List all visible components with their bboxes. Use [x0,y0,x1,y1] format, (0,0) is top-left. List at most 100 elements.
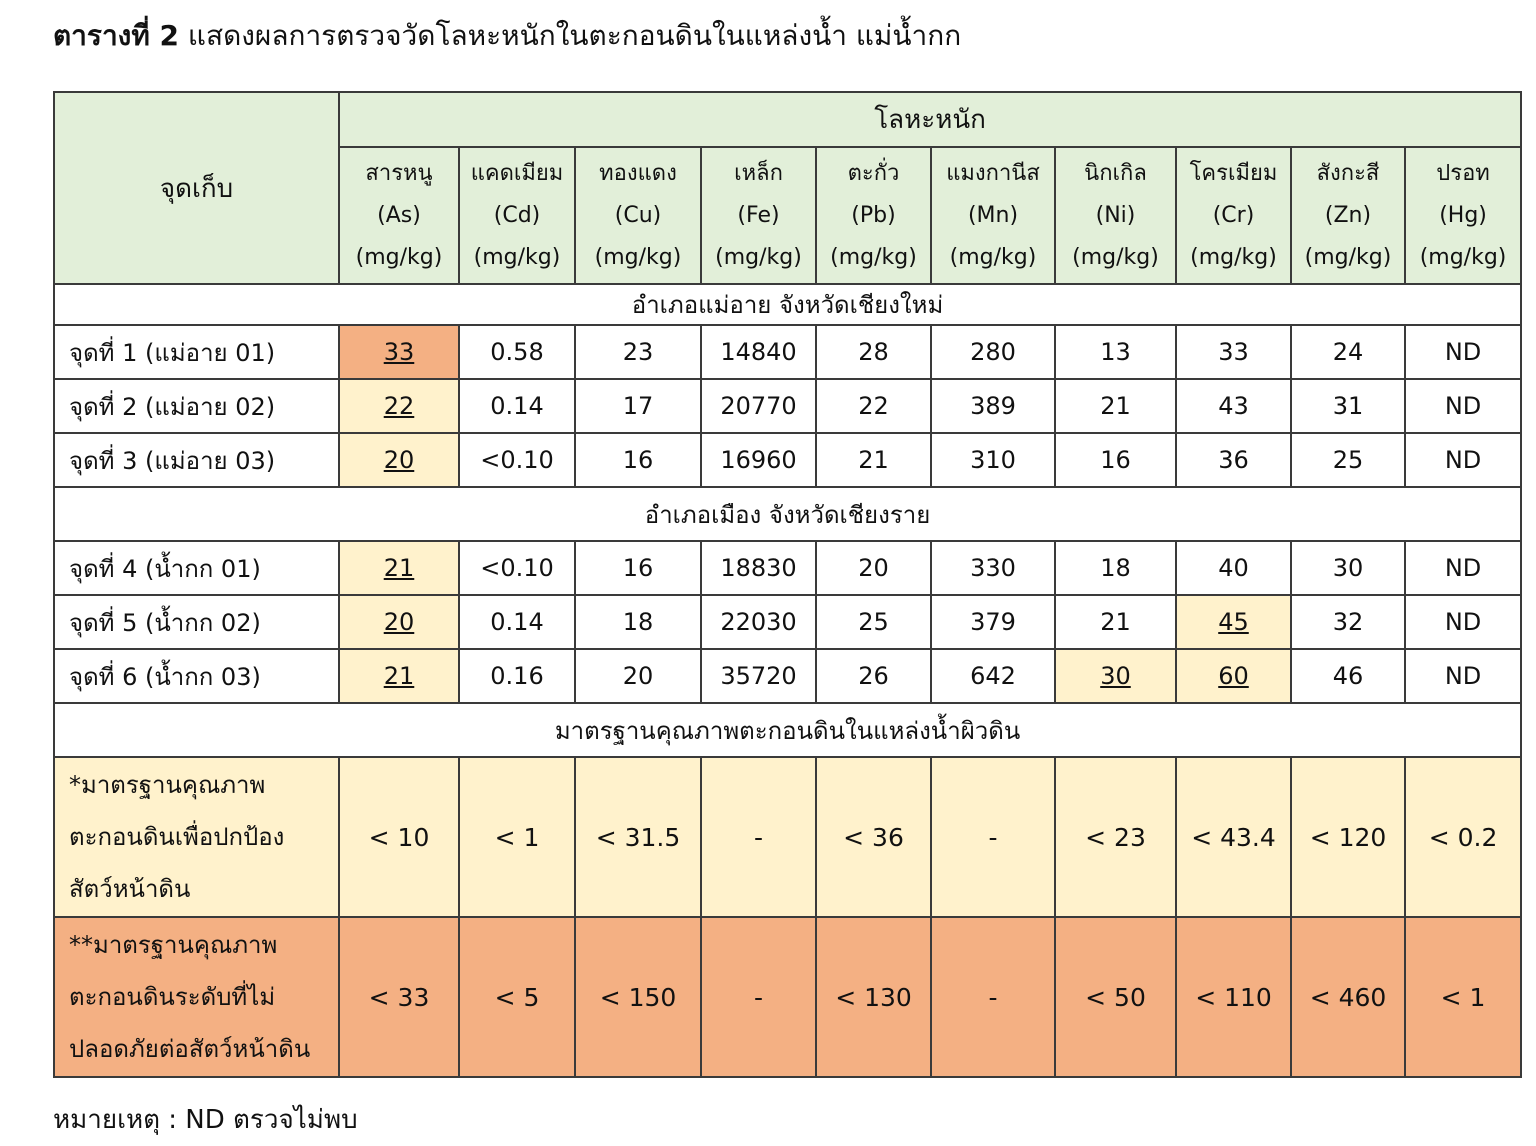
table-cell: 0.14 [458,378,576,434]
standard-cell: < 460 [1290,916,1406,1078]
table-cell: 21 [1054,594,1177,650]
standards-title-row: มาตรฐานคุณภาพตะกอนดินในแหล่งน้ำผิวดิน [52,702,1523,758]
table-cell: 25 [1290,432,1406,488]
table-cell: 16 [1054,432,1177,488]
table-cell: 30 [1054,648,1177,704]
standard-cell: < 0.2 [1403,756,1523,918]
table-cell: 280 [930,324,1056,380]
table-cell: 642 [930,648,1056,704]
table-cell: ND [1403,324,1523,380]
table-cell: 330 [930,540,1056,596]
section-title: อำเภอเมือง จังหวัดเชียงราย [52,486,1523,542]
table-cell: 33 [338,324,460,380]
standard-cell: < 120 [1290,756,1406,918]
standard-cell: - [700,756,817,918]
metal-header: เหล็ก (Fe) (mg/kg) [700,146,817,285]
table-cell: 22030 [700,594,817,650]
standard-cell: < 36 [815,756,932,918]
row-label: จุดที่ 3 (แม่อาย 03) [53,432,340,488]
standard-cell: < 10 [338,756,460,918]
metal-header: สังกะสี (Zn) (mg/kg) [1290,146,1406,285]
table-cell: 30 [1290,540,1406,596]
table-cell: 20770 [700,378,817,434]
metal-group-header: โลหะหนัก [337,91,1523,148]
table-cell: 21 [1054,378,1177,434]
caption-text: แสดงผลการตรวจวัดโลหะหนักในตะกอนดินในแหล่… [179,19,962,52]
standard-cell: < 130 [815,916,932,1078]
table-cell: <0.10 [458,432,576,488]
table-cell: 33 [1175,324,1292,380]
header-row-metals: สารหนู (As) (mg/kg) แคดเมียม (Cd) (mg/kg) ทอ… [54,146,1523,285]
table-cell: 22 [338,378,460,434]
table-cell: 35720 [700,648,817,704]
table-cell: 0.58 [458,324,576,380]
table-cell: 310 [930,432,1056,488]
table-cell: 16960 [700,432,817,488]
table-cell: 21 [338,540,460,596]
table-row: จุดที่ 3 (แม่อาย 03) 20 <0.10 16 16960 2… [53,432,1523,488]
table-cell: 23 [574,324,702,380]
table-cell: 20 [338,432,460,488]
standard-cell: - [700,916,817,1078]
standard-cell: - [930,916,1056,1078]
table-cell: 16 [574,432,702,488]
standard-cell: < 5 [458,916,576,1078]
standard-cell: < 150 [574,916,702,1078]
metal-header: สารหนู (As) (mg/kg) [338,146,460,285]
table-cell: 389 [930,378,1056,434]
table-cell: <0.10 [458,540,576,596]
table-cell: 36 [1175,432,1292,488]
row-label: จุดที่ 2 (แม่อาย 02) [53,378,340,434]
table-cell: 20 [338,594,460,650]
table-cell: 32 [1290,594,1406,650]
metal-header: นิกเกิล (Ni) (mg/kg) [1054,146,1177,285]
footnote: หมายเหตุ : ND ตรวจไม่พบ [53,1105,358,1135]
header-row-group: จุดเก็บ โลหะหนัก [53,91,1523,285]
standard-cell: - [930,756,1056,918]
table-cell: 31 [1290,378,1406,434]
table-row: จุดที่ 6 (น้ำกก 03) 21 0.16 20 35720 26 … [53,648,1523,704]
standard-row: *มาตรฐานคุณภาพ ตะกอนดินเพื่อปกป้อง สัตว์หน… [53,756,1523,918]
standard-label: **มาตรฐานคุณภาพ ตะกอนดินระดับที่ไม่ ปลอดภั… [53,916,340,1078]
table-cell: 17 [574,378,702,434]
table-cell: 16 [574,540,702,596]
caption-lead: ตารางที่ 2 [53,19,180,52]
metal-header: แมงกานีส (Mn) (mg/kg) [930,146,1056,285]
table-cell: 60 [1175,648,1292,704]
location-header: จุดเก็บ [53,91,340,285]
row-label: จุดที่ 5 (น้ำกก 02) [53,594,340,650]
standards-title: มาตรฐานคุณภาพตะกอนดินในแหล่งน้ำผิวดิน [52,702,1523,758]
table-cell: 25 [815,594,932,650]
standard-cell: < 31.5 [574,756,702,918]
table-cell: 24 [1290,324,1406,380]
table-cell: ND [1403,648,1523,704]
table-cell: 43 [1175,378,1292,434]
table-caption: ตารางที่ 2 แสดงผลการตรวจวัดโลหะหนักในตะก… [53,14,961,58]
standard-cell: < 23 [1054,756,1177,918]
table-cell: 20 [574,648,702,704]
metal-header: ปรอท (Hg) (mg/kg) [1403,146,1523,285]
standard-cell: < 1 [1403,916,1523,1078]
metal-header: แคดเมียม (Cd) (mg/kg) [458,146,576,285]
standard-label: *มาตรฐานคุณภาพ ตะกอนดินเพื่อปกป้อง สัตว์หน… [53,756,340,918]
row-label: จุดที่ 1 (แม่อาย 01) [53,324,340,380]
metal-header: โครเมียม (Cr) (mg/kg) [1175,146,1292,285]
table-cell: 14840 [700,324,817,380]
row-label: จุดที่ 6 (น้ำกก 03) [53,648,340,704]
standard-cell: < 50 [1054,916,1177,1078]
table-row: จุดที่ 4 (น้ำกก 01) 21 <0.10 16 18830 20… [53,540,1523,596]
section-row: อำเภอเมือง จังหวัดเชียงราย [52,486,1523,542]
row-label: จุดที่ 4 (น้ำกก 01) [53,540,340,596]
table-cell: ND [1403,540,1523,596]
heavy-metal-table: จุดเก็บ โลหะหนัก สารหนู (As) (mg/kg) แคดเม… [52,91,1523,1078]
table-cell: 18 [1054,540,1177,596]
standard-cell: < 43.4 [1175,756,1292,918]
table-cell: 28 [815,324,932,380]
metal-header: ทองแดง (Cu) (mg/kg) [574,146,702,285]
table-row: จุดที่ 2 (แม่อาย 02) 22 0.14 17 20770 22… [53,378,1523,434]
standard-row: **มาตรฐานคุณภาพ ตะกอนดินระดับที่ไม่ ปลอดภั… [53,916,1523,1078]
standard-cell: < 33 [338,916,460,1078]
table-cell: 21 [815,432,932,488]
table-row: จุดที่ 1 (แม่อาย 01) 33 0.58 23 14840 28… [53,324,1523,380]
table-cell: 18 [574,594,702,650]
